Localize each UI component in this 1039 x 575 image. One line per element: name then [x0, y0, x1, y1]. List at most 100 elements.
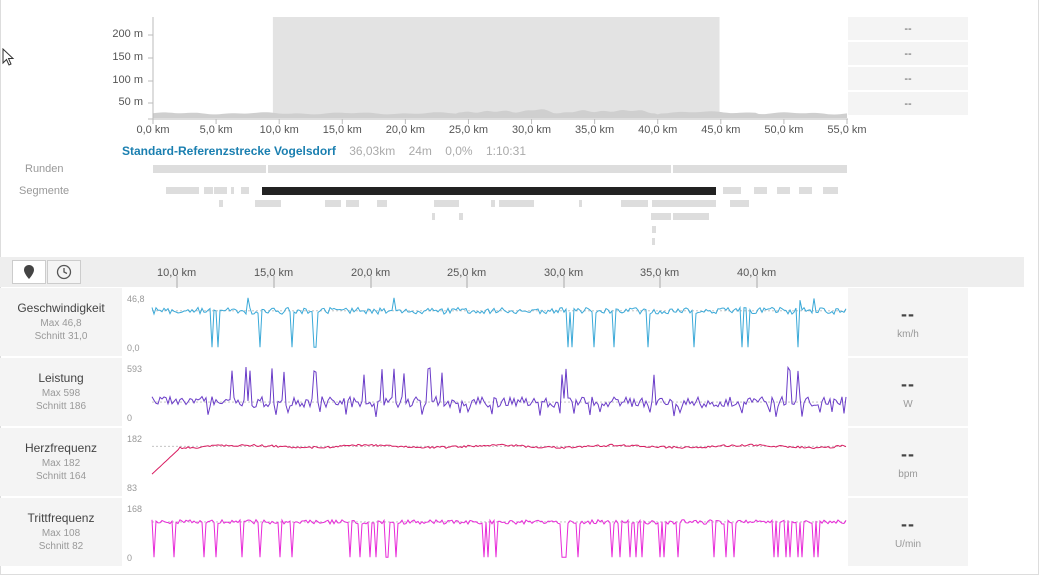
metric-axis-max: 593	[127, 364, 143, 374]
metric-axis-min: 0	[127, 553, 133, 563]
segment-block[interactable]	[219, 200, 223, 207]
segment-block[interactable]	[241, 187, 249, 194]
metric-axis-min: 0,0	[127, 343, 140, 353]
metric-series-line	[151, 365, 847, 417]
distance-tick-label: 25,0 km	[447, 267, 487, 279]
elevation-x-tick-label: 40,0 km	[638, 124, 678, 136]
metric-value: --	[901, 304, 915, 324]
elevation-side-value: --	[848, 92, 968, 116]
segment-block[interactable]	[432, 213, 435, 220]
selected-segment-bar[interactable]	[262, 187, 716, 195]
segment-block[interactable]	[346, 200, 359, 207]
metric-line-chart[interactable]	[150, 428, 848, 496]
elevation-side-value: --	[848, 42, 968, 66]
segment-block[interactable]	[189, 187, 199, 194]
distance-mode-button[interactable]	[12, 260, 46, 284]
metric-line-chart[interactable]	[150, 498, 848, 566]
segment-block[interactable]	[652, 200, 716, 207]
metric-max: Max 598	[41, 388, 81, 399]
selection-range[interactable]	[272, 17, 720, 118]
segment-block[interactable]	[823, 187, 838, 194]
elevation-x-tick-label: 0,0 km	[136, 124, 170, 136]
elevation-x-tick-label: 15,0 km	[322, 124, 362, 136]
metric-summary: Leistung Max 598 Schnitt 186	[0, 358, 122, 426]
metric-axis-min: 0	[127, 413, 133, 423]
elevation-x-tick-label: 5,0 km	[199, 124, 233, 136]
mouse-cursor-icon	[2, 48, 15, 66]
metric-line-chart[interactable]	[150, 358, 848, 426]
time-mode-button[interactable]	[47, 260, 81, 284]
metric-unit: U/min	[894, 539, 922, 550]
segment-block[interactable]	[799, 187, 812, 194]
clock-icon	[56, 264, 72, 280]
segment-info: Standard-Referenzstrecke Vogelsdorf 36,0…	[122, 144, 526, 158]
metric-value: --	[901, 444, 915, 464]
elevation-x-tick-label: 45,0 km	[701, 124, 741, 136]
metric-current: -- bpm	[848, 428, 968, 496]
lap-bar[interactable]	[268, 165, 671, 173]
segment-block[interactable]	[166, 187, 189, 194]
segment-block[interactable]	[579, 200, 582, 207]
metric-max: Max 108	[41, 528, 81, 539]
metric-max: Max 182	[41, 458, 81, 469]
segment-block[interactable]	[459, 213, 463, 220]
distance-axis	[176, 276, 758, 288]
elevation-x-tick-label: 55,0 km	[827, 124, 867, 136]
metric-name: Herzfrequenz	[24, 441, 98, 455]
metric-max: Max 46,8	[40, 318, 82, 329]
metric-avg: Schnitt 186	[35, 401, 87, 412]
metric-summary: Herzfrequenz Max 182 Schnitt 164	[0, 428, 122, 496]
segment-block[interactable]	[673, 213, 709, 220]
elevation-chart[interactable]	[0, 0, 1039, 145]
elevation-y-tick-label: 150 m	[112, 51, 143, 63]
map-pin-icon	[24, 265, 34, 279]
metric-line-chart[interactable]	[150, 288, 848, 356]
segment-block[interactable]	[730, 200, 749, 207]
segment-block[interactable]	[652, 238, 655, 245]
metric-unit: W	[903, 399, 913, 410]
metric-axis-min: 83	[127, 483, 138, 493]
segment-block[interactable]	[651, 213, 671, 220]
distance-tick-label: 30,0 km	[544, 267, 584, 279]
elevation-y-tick-label: 200 m	[112, 28, 143, 40]
elevation-x-tick-label: 25,0 km	[448, 124, 489, 136]
elevation-side-value: --	[848, 17, 968, 41]
lap-bar[interactable]	[153, 165, 266, 173]
segment-name-link[interactable]: Standard-Referenzstrecke Vogelsdorf	[122, 144, 336, 158]
elevation-x-tick-label: 10,0 km	[259, 124, 299, 136]
segment-block[interactable]	[652, 226, 656, 233]
metric-summary: Geschwindigkeit Max 46,8 Schnitt 31,0	[0, 288, 122, 356]
segment-block[interactable]	[214, 187, 227, 194]
metric-summary: Trittfrequenz Max 108 Schnitt 82	[0, 498, 122, 566]
segment-block[interactable]	[777, 187, 790, 194]
metric-series-line	[151, 297, 847, 348]
segment-block[interactable]	[621, 200, 648, 207]
elevation-x-tick-label: 30,0 km	[511, 124, 552, 136]
segment-block[interactable]	[499, 200, 534, 207]
segment-block[interactable]	[325, 200, 341, 207]
segment-block[interactable]	[491, 200, 495, 207]
elevation-y-tick-label: 100 m	[112, 74, 143, 86]
elevation-x-tick-label: 50,0 km	[764, 124, 804, 136]
segment-block[interactable]	[255, 200, 281, 207]
segment-block[interactable]	[204, 187, 213, 194]
distance-tick-label: 20,0 km	[351, 267, 391, 279]
metric-current: -- km/h	[848, 288, 968, 356]
lap-bar[interactable]	[673, 165, 847, 173]
elevation-y-tick-label: 50 m	[118, 96, 143, 108]
laps-label: Runden	[25, 163, 64, 175]
metric-current: -- U/min	[848, 498, 968, 566]
elevation-profile	[153, 109, 847, 118]
segment-block[interactable]	[377, 200, 387, 207]
metric-value: --	[901, 374, 915, 394]
metric-name: Geschwindigkeit	[17, 301, 105, 315]
segment-block[interactable]	[231, 187, 234, 194]
metric-series-line	[151, 518, 847, 558]
segment-block[interactable]	[723, 187, 741, 194]
segment-distance: 36,03km	[349, 144, 396, 158]
segment-block[interactable]	[754, 187, 767, 194]
segment-block[interactable]	[434, 200, 459, 207]
metric-axis-max: 182	[127, 434, 143, 444]
metric-unit: bpm	[898, 469, 918, 480]
metric-name: Leistung	[38, 371, 84, 385]
